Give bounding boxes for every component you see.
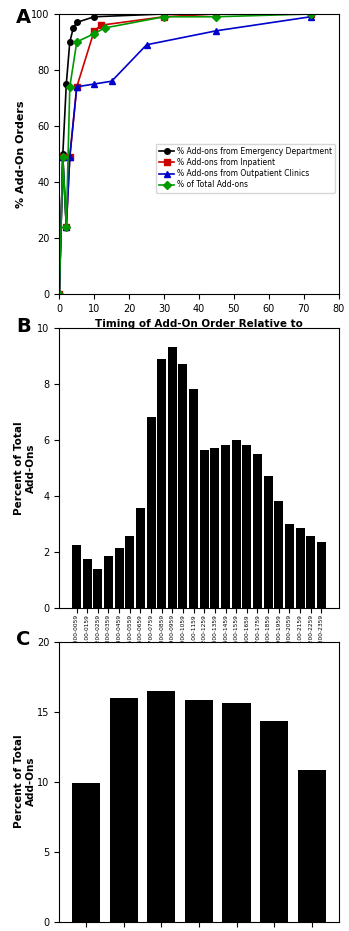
Bar: [285, 524, 294, 608]
% of Total Add-ons: [103, 22, 107, 34]
Bar: [222, 703, 251, 922]
% Add-ons from Emergency Department: [92, 11, 96, 22]
Bar: [104, 556, 113, 608]
Bar: [253, 453, 262, 608]
Bar: [72, 783, 100, 922]
% Add-ons from Outpatient Clinics: [214, 25, 218, 36]
% Add-ons from Inpatient: [162, 11, 166, 22]
% of Total Add-ons: [162, 11, 166, 22]
% of Total Add-ons: [92, 28, 96, 39]
Bar: [189, 389, 198, 608]
X-axis label: Time of Day Add-on Order Placed: Time of Day Add-on Order Placed: [101, 652, 297, 662]
Bar: [168, 347, 177, 608]
Legend: % Add-ons from Emergency Department, % Add-ons from Inpatient, % Add-ons from Ou: % Add-ons from Emergency Department, % A…: [156, 143, 335, 193]
Bar: [298, 770, 326, 922]
Text: A: A: [16, 8, 31, 27]
Bar: [185, 700, 213, 922]
Bar: [125, 536, 134, 608]
% of Total Add-ons: [64, 222, 68, 233]
Line: % Add-ons from Inpatient: % Add-ons from Inpatient: [57, 11, 313, 297]
% Add-ons from Emergency Department: [162, 8, 166, 20]
Bar: [114, 547, 124, 608]
% Add-ons from Emergency Department: [71, 22, 75, 34]
Y-axis label: Percent of Total
Add-Ons: Percent of Total Add-Ons: [14, 421, 36, 515]
% Add-ons from Outpatient Clinics: [64, 222, 68, 233]
Bar: [110, 697, 138, 922]
% Add-ons from Outpatient Clinics: [68, 151, 72, 162]
% Add-ons from Outpatient Clinics: [309, 11, 313, 22]
Bar: [147, 417, 156, 608]
Line: % Add-ons from Outpatient Clinics: % Add-ons from Outpatient Clinics: [57, 14, 313, 297]
Text: B: B: [16, 317, 31, 335]
% Add-ons from Emergency Department: [68, 36, 72, 47]
Y-axis label: Percent of Total
Add-Ons: Percent of Total Add-Ons: [14, 735, 36, 829]
Bar: [221, 445, 230, 608]
Y-axis label: % Add-On Orders: % Add-On Orders: [16, 101, 26, 208]
% Add-ons from Emergency Department: [61, 148, 65, 159]
X-axis label: Timing of Add-On Order Relative to
Original Specimen Collect Time (Hours): Timing of Add-On Order Relative to Origi…: [83, 319, 315, 341]
Bar: [274, 502, 283, 608]
% Add-ons from Outpatient Clinics: [110, 75, 114, 87]
% Add-ons from Outpatient Clinics: [92, 78, 96, 89]
% Add-ons from Outpatient Clinics: [61, 151, 65, 162]
Line: % Add-ons from Emergency Department: % Add-ons from Emergency Department: [57, 11, 313, 297]
Bar: [147, 691, 176, 922]
% of Total Add-ons: [75, 36, 79, 47]
Bar: [83, 559, 92, 608]
Bar: [200, 450, 209, 608]
Bar: [306, 536, 315, 608]
% Add-ons from Inpatient: [57, 289, 61, 300]
Bar: [93, 569, 102, 608]
Bar: [136, 508, 145, 608]
Text: C: C: [16, 630, 30, 649]
% Add-ons from Inpatient: [61, 151, 65, 162]
Bar: [296, 528, 305, 608]
% Add-ons from Emergency Department: [57, 289, 61, 300]
% Add-ons from Emergency Department: [64, 78, 68, 89]
% Add-ons from Inpatient: [99, 20, 103, 31]
% Add-ons from Inpatient: [92, 25, 96, 36]
% Add-ons from Outpatient Clinics: [75, 81, 79, 92]
% Add-ons from Inpatient: [68, 151, 72, 162]
% Add-ons from Emergency Department: [75, 17, 79, 28]
Bar: [263, 477, 273, 608]
% Add-ons from Inpatient: [64, 222, 68, 233]
% of Total Add-ons: [57, 289, 61, 300]
% Add-ons from Inpatient: [309, 8, 313, 20]
Bar: [210, 448, 220, 608]
% of Total Add-ons: [309, 8, 313, 20]
% Add-ons from Emergency Department: [309, 8, 313, 20]
% of Total Add-ons: [214, 11, 218, 22]
% of Total Add-ons: [68, 81, 72, 92]
Bar: [317, 542, 326, 608]
% Add-ons from Outpatient Clinics: [144, 39, 149, 50]
Bar: [232, 439, 241, 608]
Bar: [242, 445, 251, 608]
% Add-ons from Inpatient: [75, 81, 79, 92]
% Add-ons from Inpatient: [214, 8, 218, 20]
% Add-ons from Outpatient Clinics: [57, 289, 61, 300]
Line: % of Total Add-ons: % of Total Add-ons: [57, 11, 313, 297]
Bar: [178, 364, 187, 608]
Bar: [260, 722, 288, 922]
Bar: [72, 545, 81, 608]
% of Total Add-ons: [61, 151, 65, 162]
Bar: [157, 358, 166, 608]
